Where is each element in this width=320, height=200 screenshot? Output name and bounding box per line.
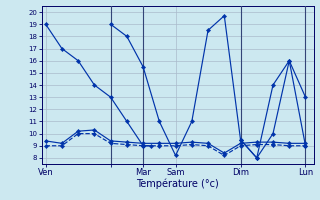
X-axis label: Température (°c): Température (°c) — [136, 179, 219, 189]
